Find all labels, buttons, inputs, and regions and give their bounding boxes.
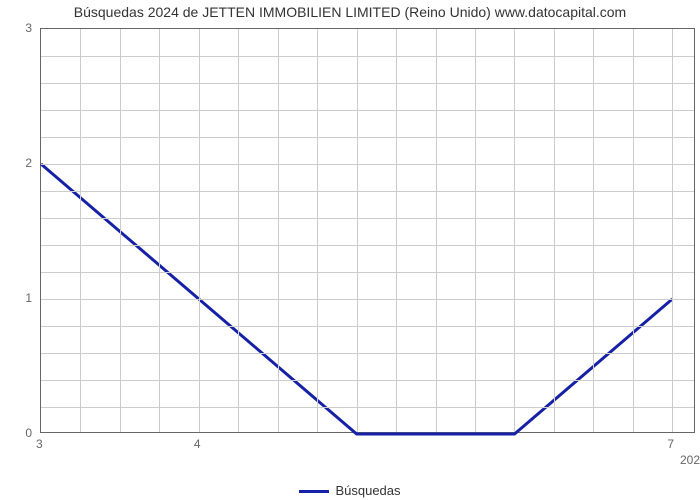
grid-line-h bbox=[41, 299, 694, 300]
grid-line-h bbox=[41, 218, 694, 219]
grid-line-h bbox=[41, 110, 694, 111]
grid-line-v bbox=[672, 29, 673, 432]
legend-swatch bbox=[299, 490, 329, 493]
chart-title: Búsquedas 2024 de JETTEN IMMOBILIEN LIMI… bbox=[0, 4, 700, 20]
x-tick-label: 7 bbox=[667, 437, 674, 451]
series-line bbox=[41, 29, 696, 434]
grid-line-v bbox=[396, 29, 397, 432]
legend: Búsquedas bbox=[0, 483, 700, 498]
grid-line-v bbox=[475, 29, 476, 432]
grid-line-v bbox=[554, 29, 555, 432]
x-secondary-label: 202 bbox=[680, 453, 700, 467]
grid-line-h bbox=[41, 83, 694, 84]
grid-line-v bbox=[80, 29, 81, 432]
grid-line-v bbox=[120, 29, 121, 432]
grid-line-h bbox=[41, 137, 694, 138]
grid-line-h bbox=[41, 353, 694, 354]
grid-line-v bbox=[159, 29, 160, 432]
grid-line-h bbox=[41, 272, 694, 273]
grid-line-h bbox=[41, 56, 694, 57]
y-tick-label: 0 bbox=[25, 426, 32, 440]
x-tick-label: 3 bbox=[36, 437, 43, 451]
y-tick-label: 1 bbox=[25, 291, 32, 305]
chart-container: Búsquedas 2024 de JETTEN IMMOBILIEN LIMI… bbox=[0, 0, 700, 500]
grid-line-v bbox=[238, 29, 239, 432]
grid-line-h bbox=[41, 326, 694, 327]
legend-label: Búsquedas bbox=[335, 483, 400, 498]
grid-line-h bbox=[41, 380, 694, 381]
grid-line-v bbox=[593, 29, 594, 432]
grid-line-v bbox=[357, 29, 358, 432]
y-tick-label: 3 bbox=[25, 21, 32, 35]
y-tick-label: 2 bbox=[25, 156, 32, 170]
grid-line-v bbox=[199, 29, 200, 432]
grid-line-h bbox=[41, 407, 694, 408]
grid-line-v bbox=[436, 29, 437, 432]
grid-line-v bbox=[278, 29, 279, 432]
grid-line-v bbox=[317, 29, 318, 432]
grid-line-v bbox=[514, 29, 515, 432]
grid-line-h bbox=[41, 191, 694, 192]
x-tick-label: 4 bbox=[194, 437, 201, 451]
plot-area bbox=[40, 28, 695, 433]
grid-line-h bbox=[41, 164, 694, 165]
grid-line-h bbox=[41, 245, 694, 246]
grid-line-v bbox=[633, 29, 634, 432]
